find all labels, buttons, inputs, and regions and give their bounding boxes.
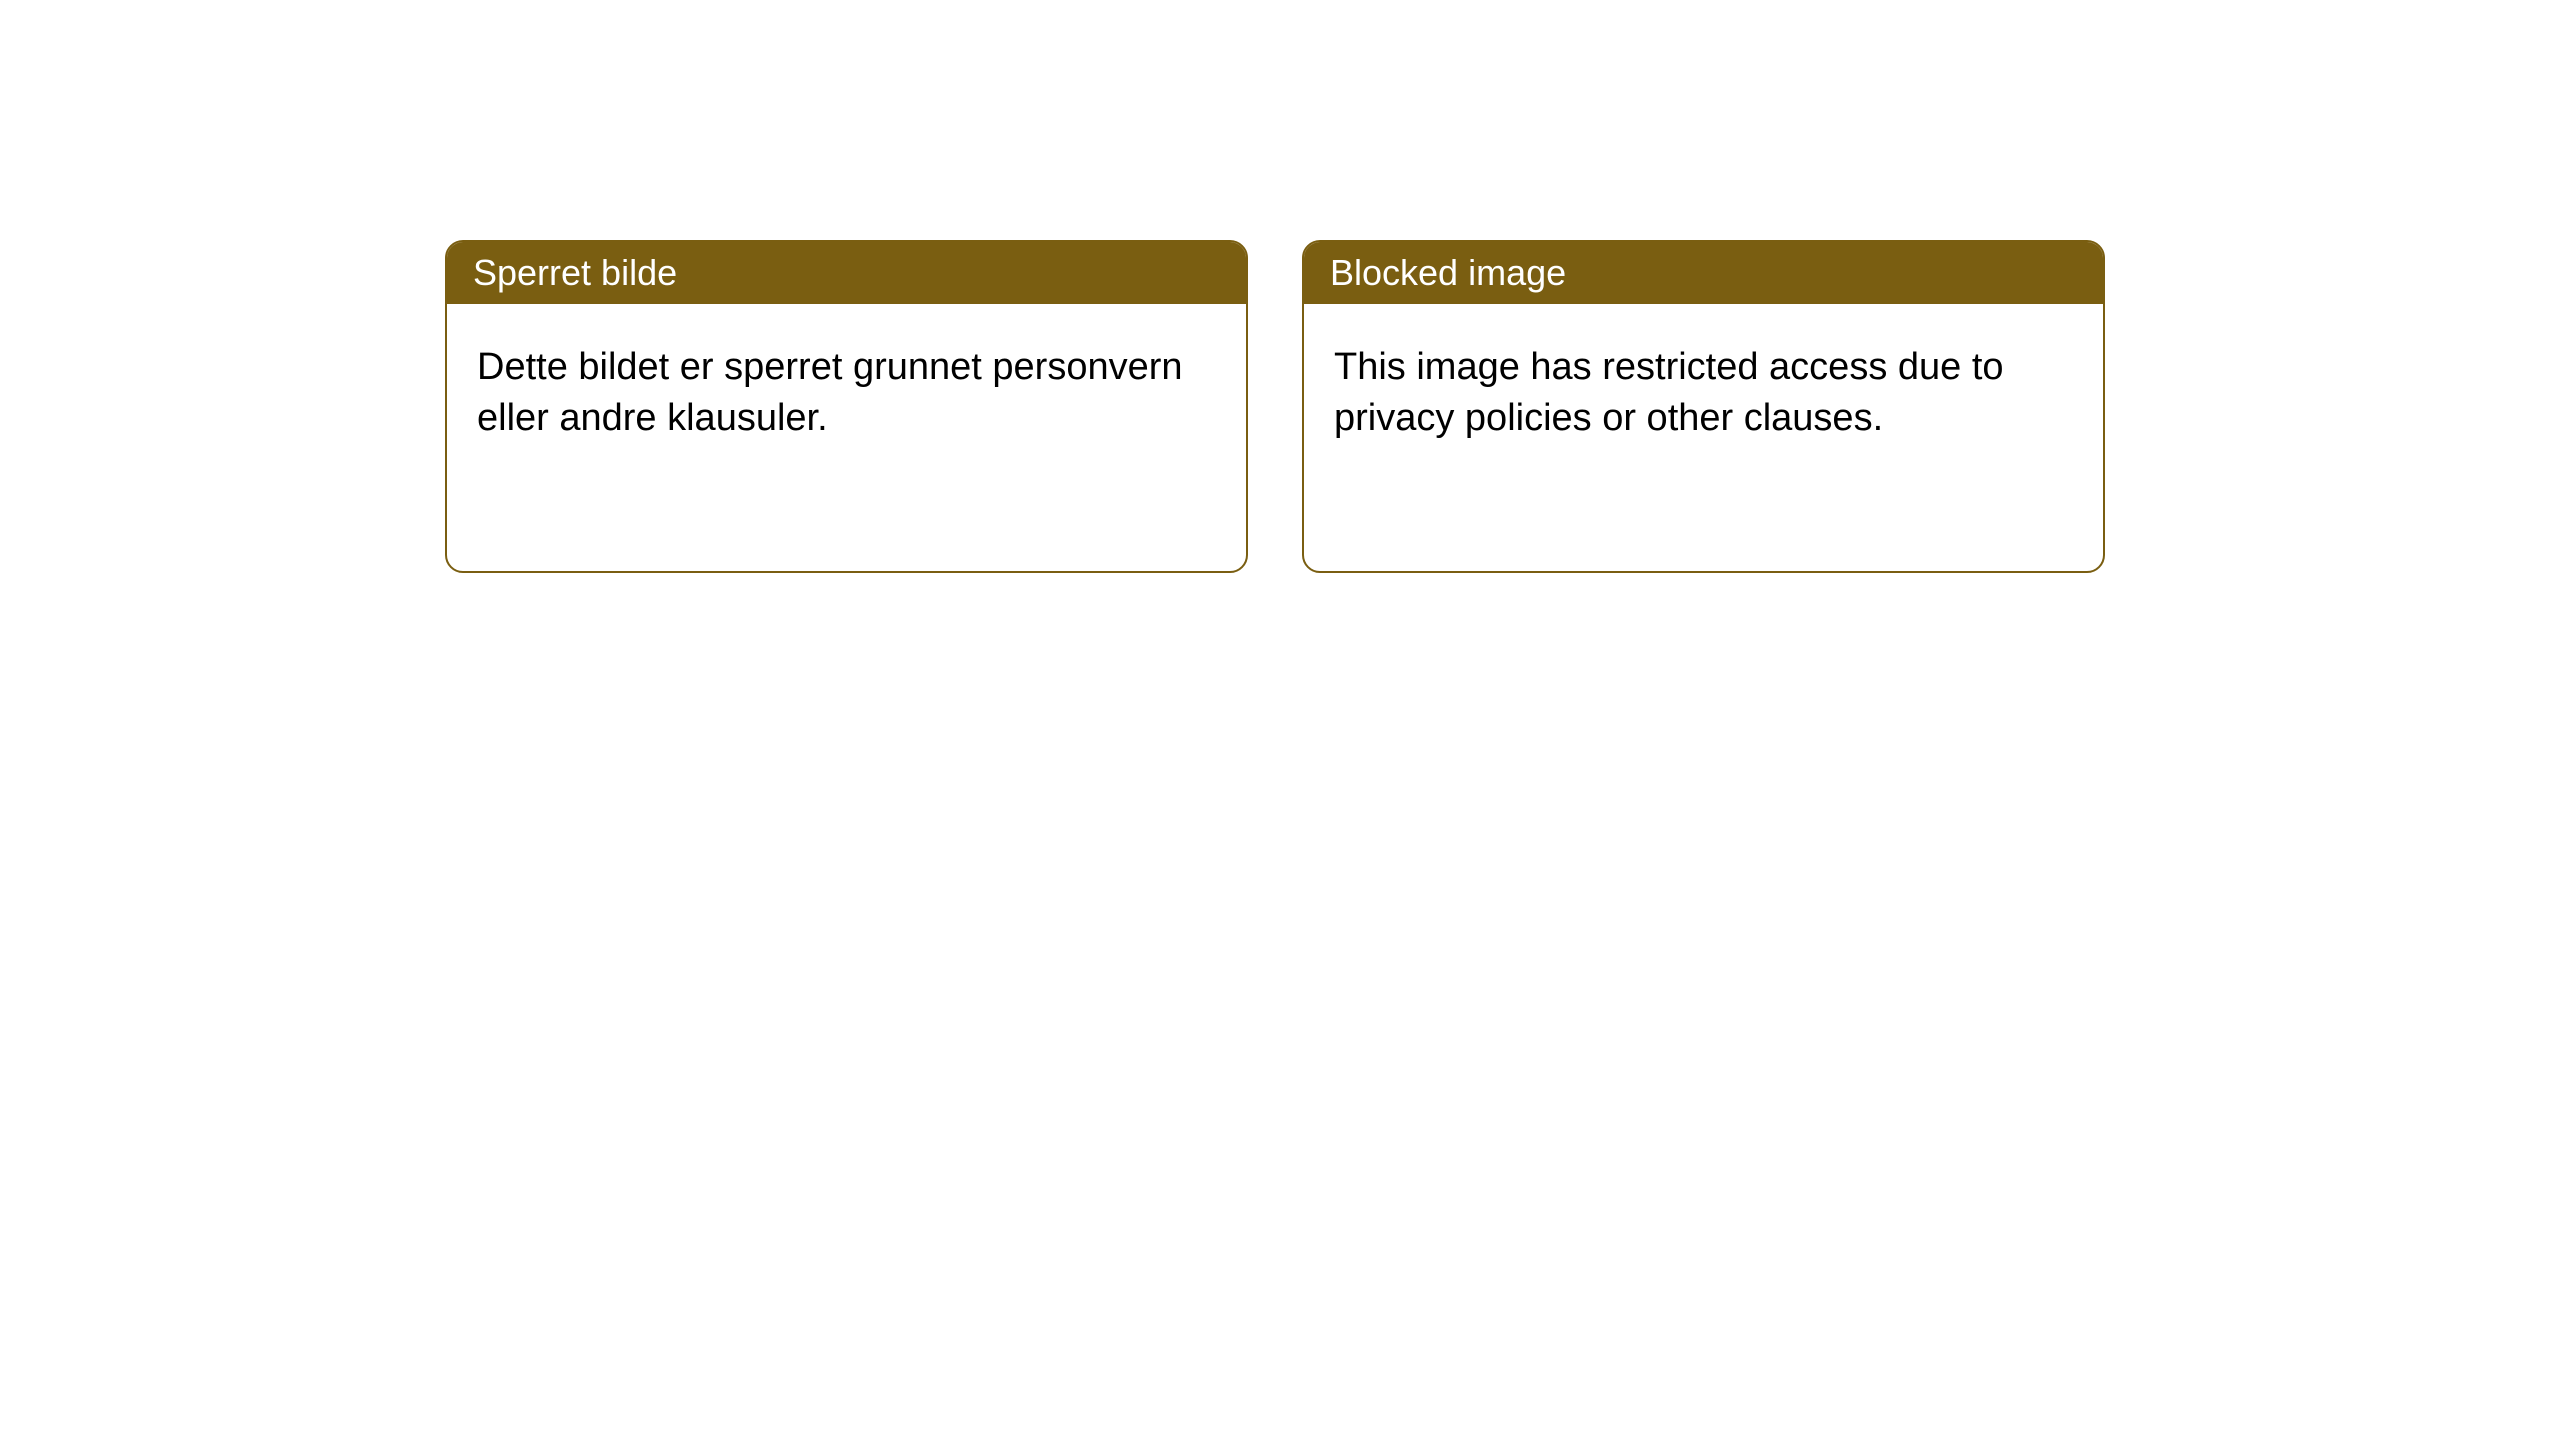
blocked-image-card-english: Blocked image This image has restricted … [1302,240,2105,573]
card-message: This image has restricted access due to … [1334,346,2004,439]
card-message: Dette bildet er sperret grunnet personve… [477,346,1183,439]
card-body-english: This image has restricted access due to … [1304,304,2103,483]
card-title: Blocked image [1330,252,1566,293]
card-title: Sperret bilde [473,252,677,293]
blocked-image-card-norwegian: Sperret bilde Dette bildet er sperret gr… [445,240,1248,573]
card-body-norwegian: Dette bildet er sperret grunnet personve… [447,304,1246,483]
card-header-english: Blocked image [1304,242,2103,304]
card-container: Sperret bilde Dette bildet er sperret gr… [0,0,2560,573]
card-header-norwegian: Sperret bilde [447,242,1246,304]
